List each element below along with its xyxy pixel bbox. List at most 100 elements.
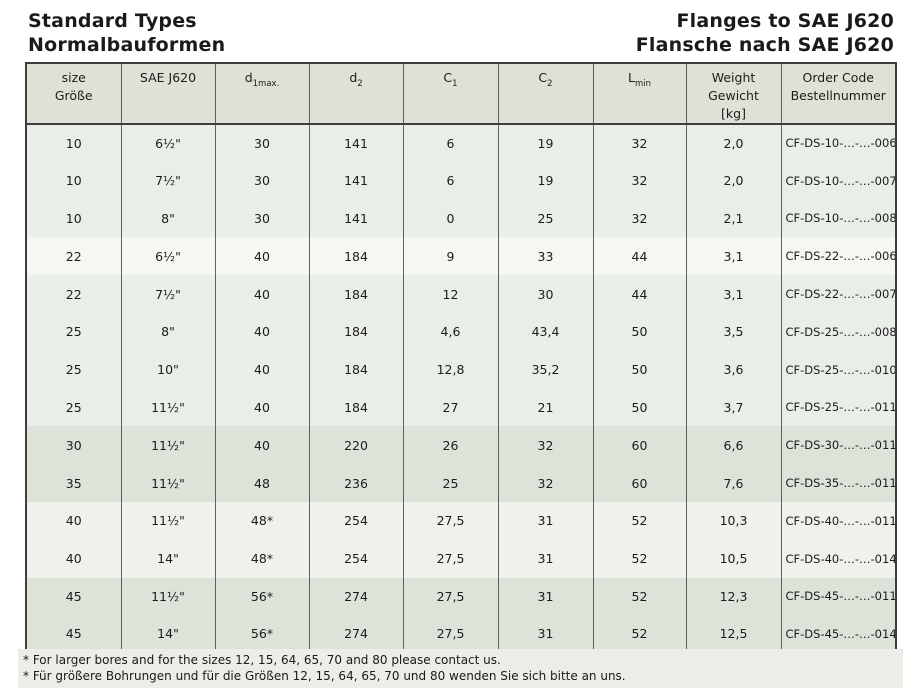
cell-c2: 31 [497,615,593,654]
cell-c1: 27,5 [402,615,498,654]
col-header-weight: Weight Gewicht [kg] [685,63,781,125]
cell-d2: 184 [308,350,403,389]
cell-c1: 6 [402,124,498,162]
cell-d2: 141 [308,124,403,162]
cell-c1: 27,5 [402,501,498,540]
cell-d1max: 48 [214,464,309,502]
cell-size: 25 [65,324,82,340]
cell-order: CF-DS-10-…-…-008 [780,199,896,238]
cell-c2: 31 [497,539,593,578]
cell-order: CF-DS-45-…-…-014 [780,615,896,654]
cell-d1max: 30 [214,124,309,162]
table-row: 25 8" 40 184 4,6 43,4 50 3,5 CF-DS-25-…-…-008 [26,312,896,351]
cell-c1: 12,8 [402,350,498,389]
cell-weight: 3,1 [685,275,781,313]
table-row: 22 6½" 40 184 9 33 44 3,1 CF-DS-22-…-…-006 [26,237,896,276]
cell-weight: 2,0 [685,124,781,162]
cell-order: CF-DS-35-…-…-011 [780,464,896,502]
cell-sae: 6½" [120,237,215,276]
cell-size: 45 [65,626,82,642]
cell-size: 22 [65,248,82,264]
table-row: 10 8" 30 141 0 25 32 2,1 CF-DS-10-…-…-008 [26,199,896,238]
col-header-d1max: d1max. [214,63,309,125]
cell-order: CF-DS-10-…-…-006 [780,124,896,162]
cell-c1: 25 [402,464,498,502]
cell-sae: 7½" [120,275,215,313]
cell-sae: 11½" [120,501,215,540]
cell-weight: 3,7 [685,388,781,427]
footnotes: * For larger bores and for the sizes 12,… [18,649,903,688]
cell-weight: 6,6 [685,426,781,465]
cell-weight: 2,1 [685,199,781,238]
col-header-lmin: Lmin [592,63,686,125]
cell-c1: 6 [402,161,498,200]
cell-size: 25 [65,399,82,415]
cell-sae: 8" [120,199,215,238]
col-header-sae: SAE J620 [120,63,215,125]
cell-d1max: 30 [214,161,309,200]
cell-size: 25 [65,362,82,378]
cell-order: CF-DS-45-…-…-011 [780,577,896,616]
cell-c1: 27,5 [402,539,498,578]
cell-sae: 11½" [120,426,215,465]
cell-sae: 6½" [120,124,215,162]
cell-lmin: 44 [592,237,686,276]
cell-d2: 184 [308,275,403,313]
col-header-d2: d2 [308,63,403,125]
cell-c2: 21 [497,388,593,427]
cell-size: 40 [65,513,82,529]
table-row: 45 11½" 56* 274 27,5 31 52 12,3 CF-DS-45-…-…-011 [26,577,896,616]
cell-c2: 31 [497,501,593,540]
cell-order: CF-DS-10-…-…-007 [780,161,896,200]
cell-order: CF-DS-25-…-…-010 [780,350,896,389]
title-right-line2: Flansche nach SAE J620 [635,34,894,56]
cell-weight: 3,5 [685,312,781,351]
cell-sae: 11½" [120,388,215,427]
table-row: 35 11½" 48 236 25 32 60 7,6 CF-DS-35-…-…-011 [26,464,896,502]
cell-c2: 33 [497,237,593,276]
cell-d1max: 40 [214,426,309,465]
cell-size: 45 [65,588,82,604]
cell-c2: 30 [497,275,593,313]
cell-lmin: 52 [592,615,686,654]
footnote-de: * Für größere Bohrungen und für die Größ… [23,669,626,683]
cell-weight: 10,3 [685,501,781,540]
cell-order: CF-DS-30-…-…-011 [780,426,896,465]
cell-weight: 2,0 [685,161,781,200]
cell-c2: 19 [497,124,593,162]
cell-d2: 141 [308,199,403,238]
cell-weight: 12,3 [685,577,781,616]
cell-lmin: 32 [592,161,686,200]
table-row: 30 11½" 40 220 26 32 60 6,6 CF-DS-30-…-…-011 [26,426,896,465]
cell-weight: 7,6 [685,464,781,502]
cell-lmin: 52 [592,501,686,540]
cell-lmin: 50 [592,388,686,427]
cell-d2: 184 [308,312,403,351]
cell-order: CF-DS-40-…-…-011 [780,501,896,540]
table-row: 10 7½" 30 141 6 19 32 2,0 CF-DS-10-…-…-007 [26,161,896,200]
cell-d2: 254 [308,501,403,540]
cell-sae: 14" [120,539,215,578]
table-header: size Größe SAE J620 d1max. d2 C1 C2 Lmin Weight G… [26,63,896,125]
cell-sae: 14" [120,615,215,654]
col-header-size: size Größe [26,63,121,125]
cell-lmin: 32 [592,199,686,238]
cell-d1max: 56* [214,577,309,616]
cell-weight: 3,6 [685,350,781,389]
cell-size: 30 [65,437,82,453]
col-header-order: Order Code Bestellnummer [780,63,896,125]
cell-d2: 141 [308,161,403,200]
page-title-left: Standard Types Normalbauformen [28,9,225,57]
cell-c1: 0 [402,199,498,238]
page-title-right: Flanges to SAE J620 Flansche nach SAE J6… [636,9,894,57]
cell-d2: 220 [308,426,403,465]
table-row: 40 14" 48* 254 27,5 31 52 10,5 CF-DS-40-…-…-014 [26,539,896,578]
cell-lmin: 52 [592,577,686,616]
cell-c2: 35,2 [497,350,593,389]
cell-size: 10 [65,173,82,189]
cell-d2: 274 [308,615,403,654]
cell-d1max: 40 [214,237,309,276]
cell-size: 10 [65,135,82,151]
cell-d1max: 56* [214,615,309,654]
